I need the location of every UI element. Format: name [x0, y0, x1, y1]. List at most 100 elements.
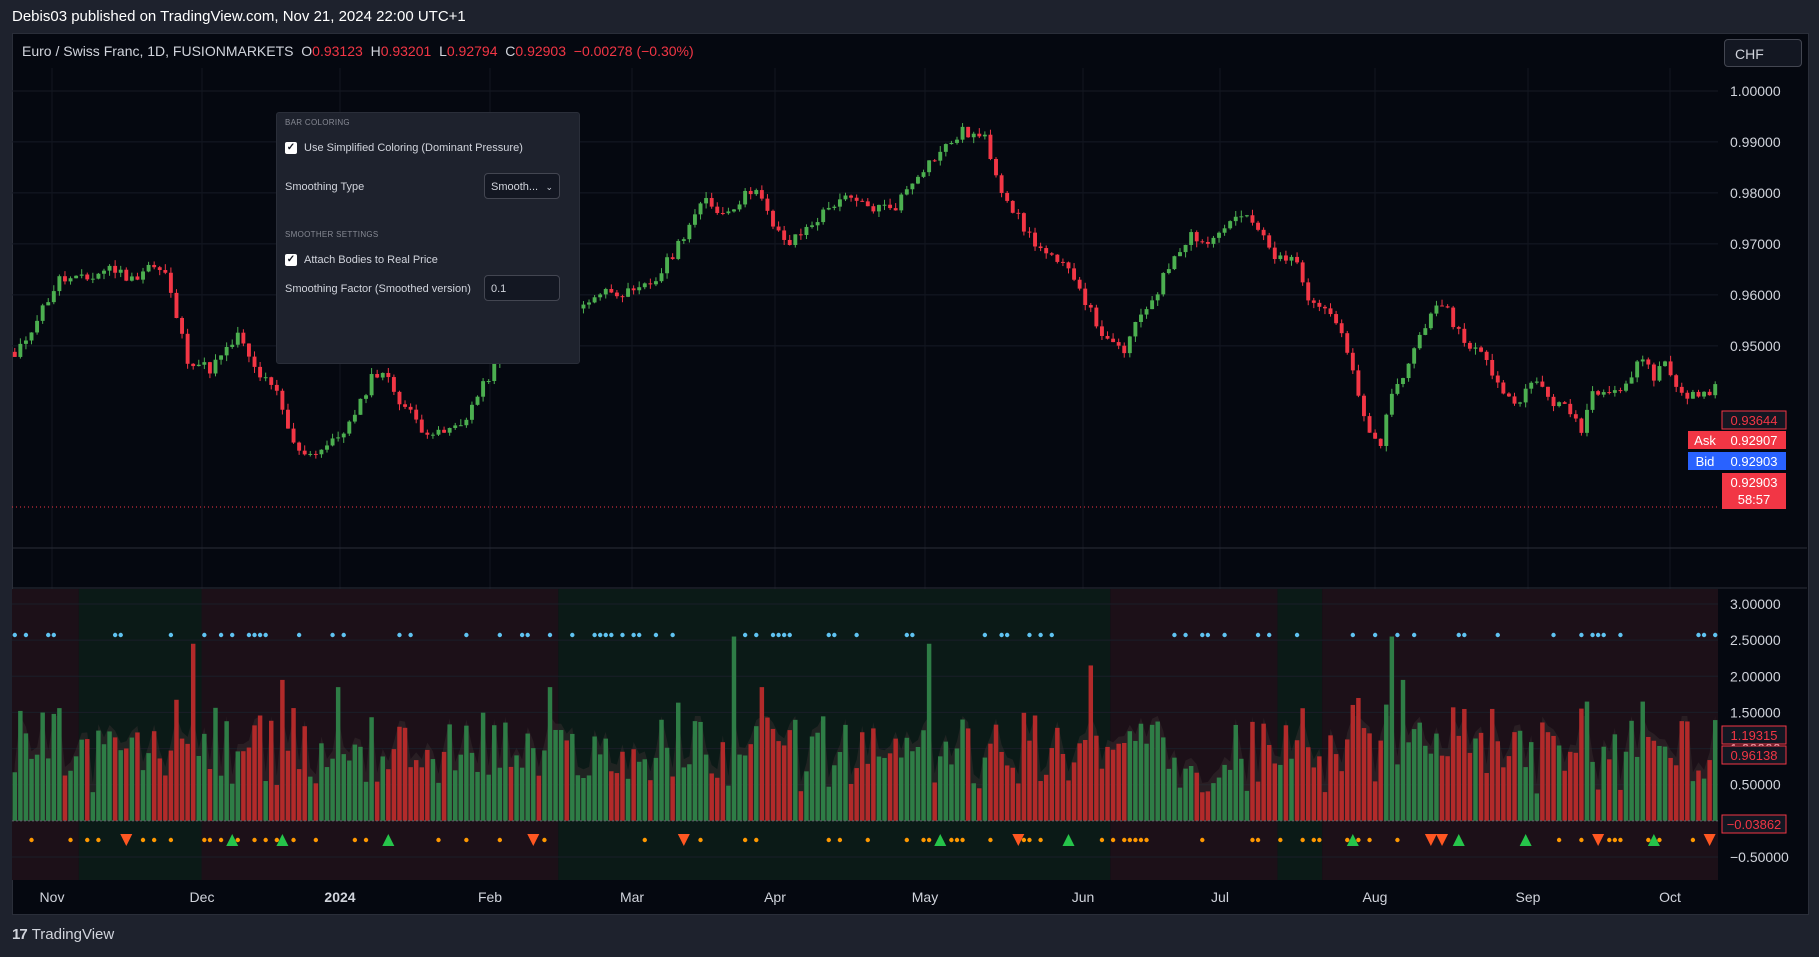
- histogram-bar: [1668, 757, 1673, 821]
- signal-dot-orange: [754, 837, 759, 843]
- candle: [1702, 391, 1707, 397]
- candle: [1144, 309, 1149, 315]
- candle: [1612, 390, 1617, 393]
- open-value: 0.93123: [312, 43, 363, 59]
- candle: [676, 240, 681, 259]
- histogram-bar: [1573, 752, 1579, 821]
- histogram-bar: [781, 745, 787, 821]
- bear-signal-triangle: [1592, 834, 1605, 846]
- histogram-bar: [642, 759, 648, 821]
- candle: [1495, 375, 1500, 383]
- candle: [336, 437, 341, 439]
- histogram-bar: [1607, 759, 1612, 821]
- histogram-bar: [692, 721, 698, 821]
- signal-dot-orange: [1255, 837, 1261, 843]
- histogram-bar: [843, 724, 848, 821]
- histogram-bar: [1584, 701, 1590, 821]
- tradingview-footer[interactable]: 17 TradingView: [12, 926, 114, 943]
- histogram-bar: [1690, 781, 1696, 821]
- y-tick-label: 0.98000: [1730, 185, 1781, 201]
- signal-dot-orange: [960, 837, 965, 843]
- currency-button[interactable]: CHF: [1724, 39, 1802, 67]
- histogram-bar: [380, 756, 385, 821]
- histogram-bar: [536, 775, 542, 821]
- histogram-bar: [709, 773, 714, 821]
- histogram-bar: [458, 754, 464, 821]
- simplified-coloring-checkbox[interactable]: ✓ Use Simplified Coloring (Dominant Pres…: [285, 142, 523, 154]
- histogram-bar: [1004, 765, 1010, 821]
- candle: [1373, 432, 1378, 439]
- close-label: C: [505, 43, 516, 59]
- bid-label-bg: [1688, 452, 1722, 470]
- candle: [1596, 391, 1601, 395]
- candle: [754, 190, 759, 195]
- histogram-bar: [1707, 760, 1712, 821]
- candle: [765, 198, 770, 211]
- signal-dot-blue: [742, 632, 748, 638]
- histogram-bar: [413, 760, 419, 821]
- candle: [1607, 392, 1612, 394]
- candle: [386, 372, 391, 378]
- candle: [670, 257, 675, 259]
- histogram-bar: [754, 726, 759, 821]
- candle: [1183, 244, 1188, 253]
- signal-dot-blue: [1350, 632, 1356, 638]
- histogram-bar: [157, 758, 162, 821]
- histogram-bar: [542, 750, 547, 821]
- candle: [1105, 335, 1110, 339]
- smoothing-type-select[interactable]: Smooth... ⌄: [484, 173, 560, 199]
- histogram-bar: [1400, 679, 1406, 821]
- candle: [1055, 254, 1060, 262]
- histogram-bar: [620, 751, 625, 821]
- signal-dot-blue: [1601, 632, 1606, 638]
- signal-dot-blue: [592, 632, 597, 638]
- candle: [960, 126, 965, 140]
- histogram-bar: [23, 733, 29, 821]
- smoothing-factor-input[interactable]: 0.1: [484, 275, 560, 301]
- histogram-bar: [564, 740, 569, 821]
- signal-dot-orange: [168, 837, 174, 843]
- candle: [1088, 305, 1093, 308]
- candle: [637, 287, 642, 291]
- candle: [1540, 381, 1545, 387]
- histogram-bar: [324, 767, 330, 821]
- histogram-bar: [1384, 704, 1389, 821]
- histogram-bar: [447, 724, 452, 821]
- signal-dot-blue: [1701, 632, 1707, 638]
- histogram-bar: [492, 725, 497, 821]
- candle: [704, 198, 709, 204]
- countdown: 58:57: [1738, 492, 1771, 507]
- histogram-bar: [62, 775, 68, 821]
- histogram-bar: [1021, 712, 1027, 821]
- candle: [1278, 255, 1283, 260]
- histogram-bar: [960, 719, 965, 821]
- bid-value: 0.92903: [1731, 454, 1778, 469]
- histogram-bar: [715, 777, 720, 821]
- candle: [1200, 241, 1205, 243]
- candle: [804, 226, 809, 236]
- histogram-bar: [1640, 701, 1645, 821]
- signal-dot-blue: [1411, 632, 1417, 638]
- signal-dot-orange: [1317, 837, 1322, 843]
- histogram-bar: [1177, 787, 1183, 821]
- signal-dot-orange: [313, 837, 319, 843]
- attach-bodies-checkbox[interactable]: ✓ Attach Bodies to Real Price: [285, 254, 438, 266]
- ask-label-bg: [1688, 431, 1722, 449]
- candle: [35, 320, 40, 333]
- histogram-bar: [1311, 767, 1317, 821]
- candle: [1289, 256, 1294, 261]
- histogram-bar: [1562, 770, 1567, 821]
- histogram-bar: [1673, 765, 1679, 821]
- signal-dot-blue: [854, 632, 859, 638]
- candle: [681, 239, 686, 241]
- candle: [436, 429, 441, 435]
- candle: [631, 288, 636, 291]
- histogram-bar: [1551, 735, 1556, 821]
- y-tick-label: 0.99000: [1730, 134, 1781, 150]
- background-zone: [12, 589, 79, 880]
- smoothing-factor-label: Smoothing Factor (Smoothed version): [285, 283, 471, 295]
- histogram-bar: [1283, 725, 1289, 821]
- candle: [1328, 308, 1333, 315]
- histogram-bar: [291, 708, 296, 821]
